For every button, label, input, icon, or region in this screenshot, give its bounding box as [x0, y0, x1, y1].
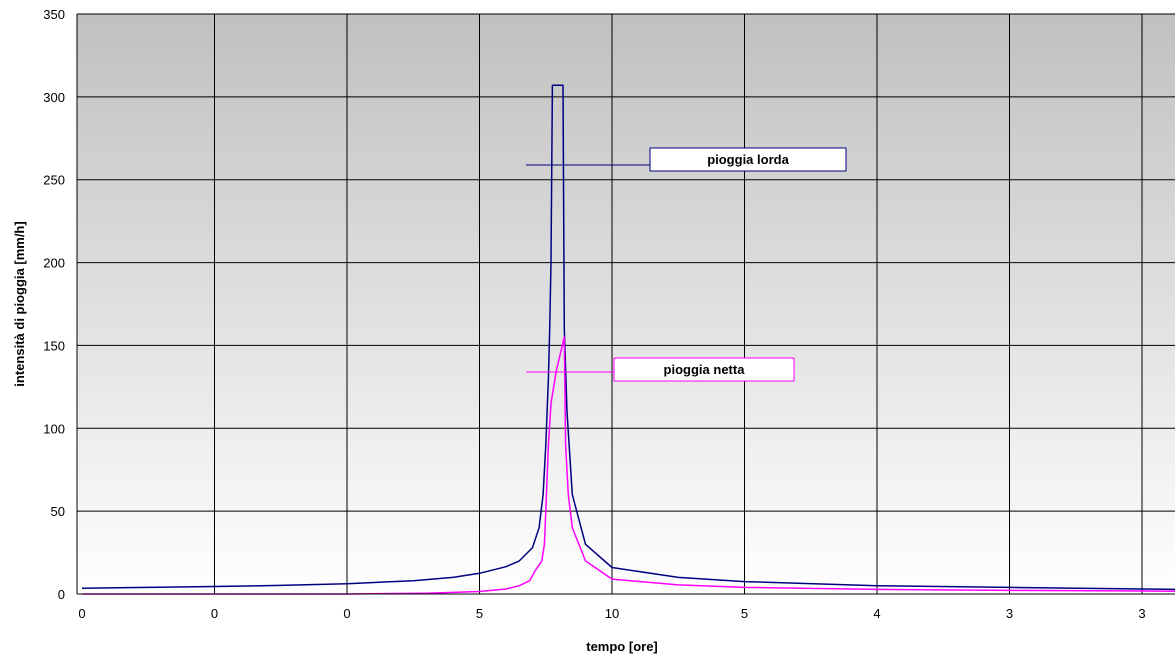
y-tick-label: 350	[43, 7, 65, 22]
x-tick-label: 5	[741, 606, 748, 621]
x-axis-title: tempo [ore]	[586, 639, 658, 654]
series-lines	[81, 84, 1175, 595]
x-tick-label: 5	[476, 606, 483, 621]
y-axis-tick-labels: 0 50 100 150 200 250 300 350	[43, 7, 65, 602]
y-tick-label: 200	[43, 256, 65, 271]
y-tick-label: 300	[43, 90, 65, 105]
x-tick-label: 4	[873, 606, 880, 621]
x-tick-label: 0	[343, 606, 350, 621]
x-tick-label: 0	[211, 606, 218, 621]
series-line-pioggia-lorda	[81, 84, 1175, 591]
x-tick-label: 0	[78, 606, 85, 621]
x-tick-label: 3	[1006, 606, 1013, 621]
callout-label: pioggia lorda	[707, 152, 789, 167]
plot-area	[77, 14, 1175, 594]
series-callouts: pioggia lorda pioggia netta	[526, 147, 847, 382]
y-tick-label: 250	[43, 173, 65, 188]
x-tick-label: 10	[605, 606, 619, 621]
horizontal-gridlines	[77, 13, 1175, 595]
y-tick-label: 50	[51, 504, 65, 519]
y-tick-label: 0	[58, 587, 65, 602]
y-tick-label: 100	[43, 421, 65, 436]
series-line-pioggia-netta	[82, 336, 1175, 595]
vertical-gridlines	[214, 14, 1143, 594]
callout-label: pioggia netta	[664, 362, 746, 377]
y-axis-title: intensità di pioggia [mm/h]	[12, 221, 27, 386]
x-tick-label: 3	[1138, 606, 1145, 621]
callout-box	[613, 357, 795, 382]
callout-box	[649, 147, 847, 172]
y-tick-label: 150	[43, 338, 65, 353]
x-axis-tick-labels: 0 0 0 5 10 5 4 3 3	[78, 606, 1145, 621]
